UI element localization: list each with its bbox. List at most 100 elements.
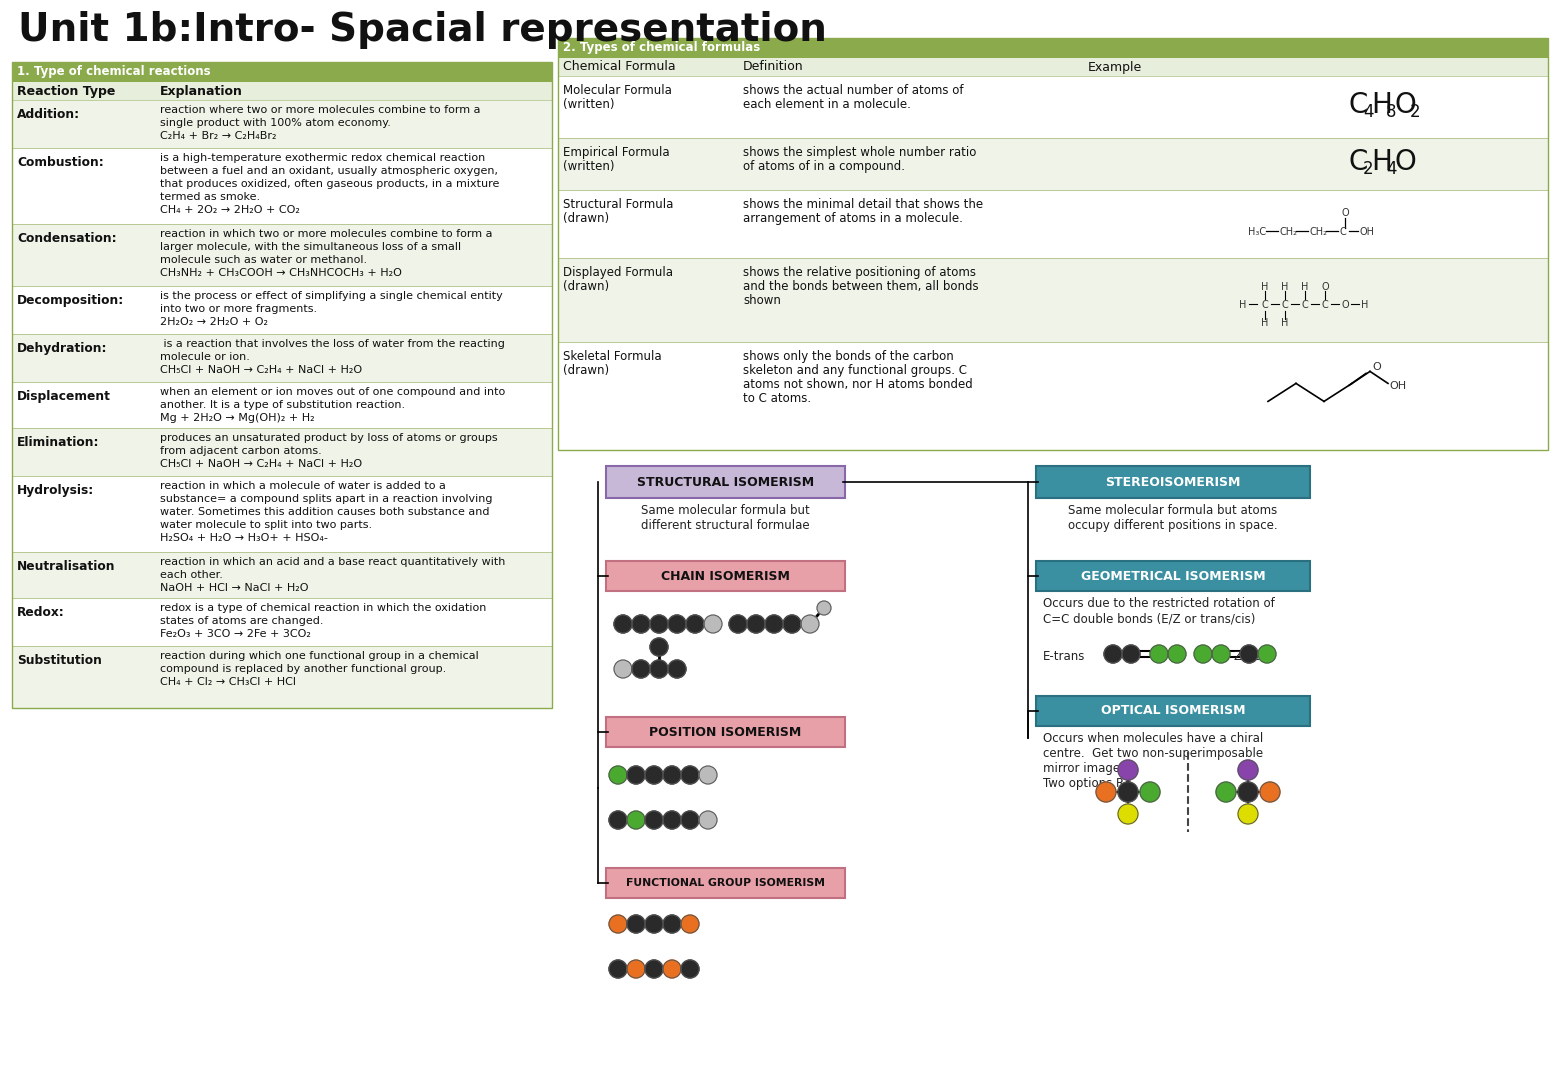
Circle shape xyxy=(729,615,747,633)
Text: H: H xyxy=(1239,300,1246,310)
Circle shape xyxy=(1215,782,1236,802)
Text: Hydrolysis:: Hydrolysis: xyxy=(17,484,94,497)
Text: OH: OH xyxy=(1359,227,1374,237)
Text: 4: 4 xyxy=(1385,160,1396,178)
Text: shows the simplest whole number ratio: shows the simplest whole number ratio xyxy=(743,146,977,159)
Text: atoms not shown, nor H atoms bonded: atoms not shown, nor H atoms bonded xyxy=(743,378,973,391)
Text: substance= a compound splits apart in a reaction involving: substance= a compound splits apart in a … xyxy=(161,494,493,504)
Text: C: C xyxy=(1338,227,1346,237)
Text: to C atoms.: to C atoms. xyxy=(743,392,811,405)
Text: water molecule to split into two parts.: water molecule to split into two parts. xyxy=(161,519,373,530)
Circle shape xyxy=(608,811,627,829)
Circle shape xyxy=(682,915,699,933)
Circle shape xyxy=(747,615,764,633)
FancyBboxPatch shape xyxy=(1036,561,1310,591)
Text: molecule such as water or methanol.: molecule such as water or methanol. xyxy=(161,255,367,265)
Text: C: C xyxy=(1301,300,1309,310)
Text: of atoms of in a compound.: of atoms of in a compound. xyxy=(743,160,905,173)
Text: C: C xyxy=(1348,148,1368,176)
Circle shape xyxy=(1239,804,1257,824)
Circle shape xyxy=(817,600,831,615)
Text: CH₅Cl + NaOH → C₂H₄ + NaCl + H₂O: CH₅Cl + NaOH → C₂H₄ + NaCl + H₂O xyxy=(161,365,362,375)
Text: redox is a type of chemical reaction in which the oxidation: redox is a type of chemical reaction in … xyxy=(161,603,487,613)
Text: OPTICAL ISOMERISM: OPTICAL ISOMERISM xyxy=(1101,704,1245,717)
Text: H: H xyxy=(1281,282,1289,292)
FancyBboxPatch shape xyxy=(558,76,1548,138)
Text: arrangement of atoms in a molecule.: arrangement of atoms in a molecule. xyxy=(743,212,963,225)
Circle shape xyxy=(1150,645,1168,663)
FancyBboxPatch shape xyxy=(558,342,1548,450)
Text: 2. Types of chemical formulas: 2. Types of chemical formulas xyxy=(563,41,760,54)
Text: reaction in which two or more molecules combine to form a: reaction in which two or more molecules … xyxy=(161,229,493,239)
Text: Same molecular formula but
different structural formulae: Same molecular formula but different str… xyxy=(641,504,810,532)
FancyBboxPatch shape xyxy=(12,598,552,646)
Text: C: C xyxy=(1348,91,1368,119)
Text: H: H xyxy=(1362,300,1368,310)
Circle shape xyxy=(699,811,718,829)
Text: H: H xyxy=(1262,318,1268,328)
Text: H: H xyxy=(1371,148,1392,176)
Text: Substitution: Substitution xyxy=(17,654,101,667)
Circle shape xyxy=(686,615,704,633)
Text: (drawn): (drawn) xyxy=(563,212,608,225)
Text: reaction in which a molecule of water is added to a: reaction in which a molecule of water is… xyxy=(161,481,446,491)
Text: CH₂: CH₂ xyxy=(1279,227,1296,237)
Text: another. It is a type of substitution reaction.: another. It is a type of substitution re… xyxy=(161,400,406,410)
Text: is the process or effect of simplifying a single chemical entity: is the process or effect of simplifying … xyxy=(161,291,502,301)
Text: Chemical Formula: Chemical Formula xyxy=(563,60,675,73)
Circle shape xyxy=(663,811,682,829)
FancyBboxPatch shape xyxy=(605,465,846,498)
Text: OH: OH xyxy=(1388,381,1406,391)
FancyBboxPatch shape xyxy=(12,476,552,552)
Text: between a fuel and an oxidant, usually atmospheric oxygen,: between a fuel and an oxidant, usually a… xyxy=(161,166,498,176)
Circle shape xyxy=(1140,782,1161,802)
Text: (written): (written) xyxy=(563,98,615,111)
Text: C: C xyxy=(1262,300,1268,310)
FancyBboxPatch shape xyxy=(605,868,846,897)
FancyBboxPatch shape xyxy=(12,62,552,82)
Text: Example: Example xyxy=(1087,60,1142,73)
Text: O: O xyxy=(1342,208,1349,218)
Text: reaction during which one functional group in a chemical: reaction during which one functional gro… xyxy=(161,651,479,661)
Text: POSITION ISOMERISM: POSITION ISOMERISM xyxy=(649,726,802,739)
FancyBboxPatch shape xyxy=(12,382,552,428)
Text: NaOH + HCl → NaCl + H₂O: NaOH + HCl → NaCl + H₂O xyxy=(161,583,309,593)
Text: skeleton and any functional groups. C: skeleton and any functional groups. C xyxy=(743,364,967,377)
Text: FUNCTIONAL GROUP ISOMERISM: FUNCTIONAL GROUP ISOMERISM xyxy=(626,878,825,888)
Text: states of atoms are changed.: states of atoms are changed. xyxy=(161,616,323,626)
Text: larger molecule, with the simultaneous loss of a small: larger molecule, with the simultaneous l… xyxy=(161,242,462,252)
Text: shows the minimal detail that shows the: shows the minimal detail that shows the xyxy=(743,198,983,211)
Text: Occurs when molecules have a chiral
centre.  Get two non-superimposable
mirror i: Occurs when molecules have a chiral cent… xyxy=(1044,732,1264,789)
FancyBboxPatch shape xyxy=(558,58,1548,76)
Circle shape xyxy=(704,615,722,633)
Text: Condensation:: Condensation: xyxy=(17,232,117,245)
FancyBboxPatch shape xyxy=(558,190,1548,258)
Text: H₂SO₄ + H₂O → H₃O+ + HSO₄-: H₂SO₄ + H₂O → H₃O+ + HSO₄- xyxy=(161,534,328,543)
Text: water. Sometimes this addition causes both substance and: water. Sometimes this addition causes bo… xyxy=(161,507,490,517)
FancyBboxPatch shape xyxy=(605,717,846,747)
Circle shape xyxy=(1240,645,1257,663)
Circle shape xyxy=(644,915,663,933)
Circle shape xyxy=(615,660,632,678)
FancyBboxPatch shape xyxy=(605,561,846,591)
Text: C₂H₄ + Br₂ → C₂H₄Br₂: C₂H₄ + Br₂ → C₂H₄Br₂ xyxy=(161,131,276,141)
Text: each other.: each other. xyxy=(161,570,223,580)
Circle shape xyxy=(663,915,682,933)
Text: 2: 2 xyxy=(1363,160,1374,178)
Text: E-trans: E-trans xyxy=(1044,649,1086,662)
FancyBboxPatch shape xyxy=(12,82,552,100)
Circle shape xyxy=(627,766,644,784)
Circle shape xyxy=(1260,782,1281,802)
Text: CH₂: CH₂ xyxy=(1309,227,1328,237)
Circle shape xyxy=(1168,645,1186,663)
Circle shape xyxy=(668,615,686,633)
Text: 2: 2 xyxy=(1410,103,1421,121)
Text: Skeletal Formula: Skeletal Formula xyxy=(563,350,661,363)
Text: H: H xyxy=(1262,282,1268,292)
Circle shape xyxy=(668,660,686,678)
Text: C: C xyxy=(1321,300,1329,310)
Circle shape xyxy=(1119,760,1137,780)
Text: into two or more fragments.: into two or more fragments. xyxy=(161,303,317,314)
Text: Combustion:: Combustion: xyxy=(17,156,105,168)
Text: 1. Type of chemical reactions: 1. Type of chemical reactions xyxy=(17,66,211,79)
